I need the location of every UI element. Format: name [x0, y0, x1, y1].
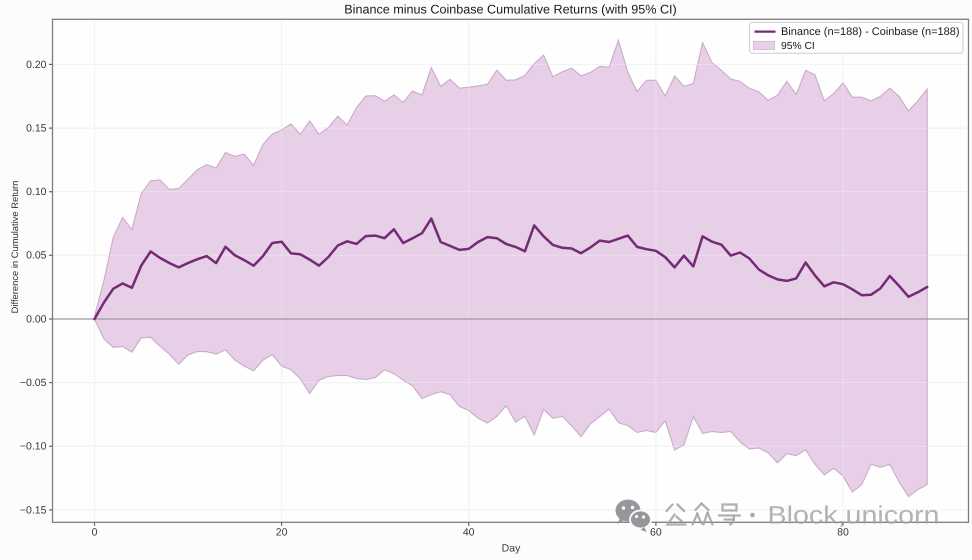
svg-text:−0.10: −0.10	[20, 441, 47, 453]
svg-text:0.05: 0.05	[26, 250, 47, 262]
svg-text:0: 0	[92, 527, 98, 539]
svg-text:−0.05: −0.05	[20, 377, 47, 389]
svg-text:Binance minus Coinbase Cumulat: Binance minus Coinbase Cumulative Return…	[344, 3, 676, 17]
svg-text:0.20: 0.20	[26, 59, 47, 71]
svg-text:Difference in Cumulative Retur: Difference in Cumulative Return	[9, 181, 20, 314]
svg-text:Binance (n=188) - Coinbase (n=: Binance (n=188) - Coinbase (n=188)	[781, 26, 960, 38]
svg-text:40: 40	[463, 527, 475, 539]
svg-text:95% CI: 95% CI	[781, 41, 815, 52]
svg-text:80: 80	[837, 527, 849, 539]
svg-text:60: 60	[650, 527, 662, 539]
svg-text:0.10: 0.10	[26, 186, 47, 198]
svg-text:−0.15: −0.15	[20, 504, 47, 516]
svg-text:0.15: 0.15	[26, 123, 47, 135]
svg-text:20: 20	[276, 527, 288, 539]
svg-text:Block,unicorn: Block,unicorn	[768, 502, 940, 530]
svg-text:Day: Day	[502, 543, 521, 555]
svg-text:0.00: 0.00	[26, 313, 47, 325]
